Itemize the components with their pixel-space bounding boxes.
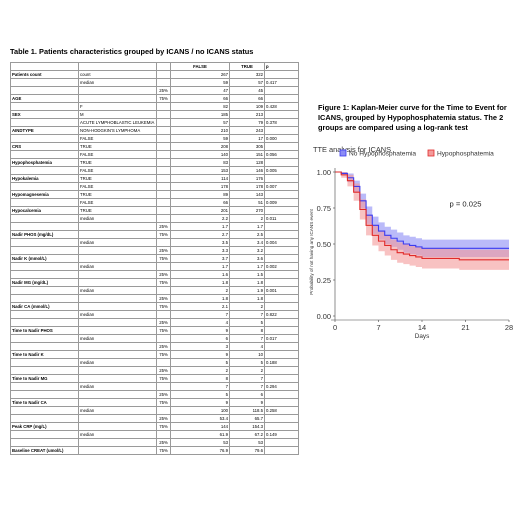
table-row: Baseline CREAT (umol/L) 75% 76.9 79.6	[10, 446, 299, 455]
legend-swatch	[427, 149, 435, 157]
y-axis-label: Probability of not having any ICANS even…	[309, 209, 314, 295]
table-row: Hypokalemia TRUE 114 176	[10, 174, 299, 183]
x-tick-label: 7	[376, 323, 380, 332]
table-row: AINDTYPE NON-HODGKIN'S LYMPHOMA 210 243	[10, 126, 299, 135]
legend-label: Hypophosphatemia	[437, 151, 494, 158]
y-tick-label: 0.25	[317, 276, 331, 285]
y-tick-label: 1.00	[317, 168, 331, 177]
y-tick-label: 0.50	[317, 240, 331, 249]
table-row: SEX M 185 213	[10, 110, 299, 119]
legend-label: No Hypophosphatemia	[349, 151, 416, 158]
ci-band-1	[335, 172, 509, 270]
patient-characteristics-table: FALSE TRUE p Patients count count 267 322 me…	[10, 62, 299, 455]
table-row: median 2.2 2 0.011	[10, 214, 299, 223]
y-tick-label: 0.75	[317, 204, 331, 213]
legend-swatch	[339, 149, 347, 157]
table-row: median 6 7 0.017	[10, 334, 299, 343]
chart-title: TTE analysis for ICANS	[313, 145, 391, 154]
x-tick-label: 28	[505, 323, 513, 332]
x-tick-label: 21	[461, 323, 469, 332]
table-row: median 1.7 1.7 0.002	[10, 262, 299, 271]
x-tick-label: 0	[333, 323, 337, 332]
figure-title: Figure 1: Kaplan-Meier curve for the Tim…	[318, 103, 507, 132]
x-tick-label: 14	[418, 323, 426, 332]
x-axis-label: Days	[415, 333, 430, 340]
value-cell	[264, 446, 299, 455]
table-row: F 82 109 0.428	[10, 102, 299, 111]
y-tick-label: 0.00	[317, 312, 331, 321]
km-line-1	[335, 171, 509, 261]
p-value-annotation: p = 0.025	[450, 200, 482, 209]
table-title: Table 1. Patients characteristics groupe…	[10, 47, 254, 56]
